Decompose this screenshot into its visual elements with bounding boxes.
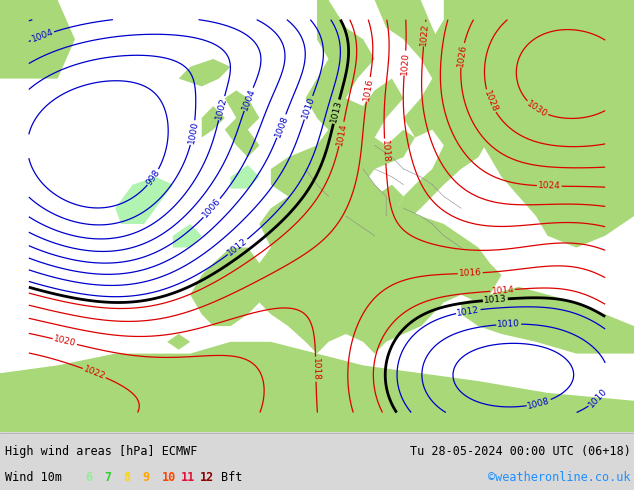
Polygon shape [190,247,271,326]
Text: 12: 12 [200,471,214,484]
Text: 998: 998 [145,168,162,187]
Text: 1030: 1030 [525,99,549,119]
Text: 1013: 1013 [484,294,507,305]
Text: 1024: 1024 [538,181,560,191]
Polygon shape [306,0,415,224]
Polygon shape [461,287,634,354]
Text: 1016: 1016 [458,269,482,278]
Text: 1020: 1020 [53,335,77,348]
Text: Bft: Bft [221,471,242,484]
Text: 1020: 1020 [399,51,410,74]
Text: 1016: 1016 [362,77,375,101]
Text: 1010: 1010 [587,387,609,410]
Text: 9: 9 [143,471,150,484]
Text: 8: 8 [124,471,131,484]
Text: 1004: 1004 [30,27,55,44]
Polygon shape [225,90,259,157]
Polygon shape [167,334,190,350]
Polygon shape [173,224,202,247]
Text: 1018: 1018 [380,139,390,163]
Text: Tu 28-05-2024 00:00 UTC (06+18): Tu 28-05-2024 00:00 UTC (06+18) [410,445,631,458]
Text: 1010: 1010 [497,319,521,329]
Text: 1006: 1006 [201,196,223,220]
Text: 6: 6 [86,471,93,484]
Text: Wind 10m: Wind 10m [5,471,62,484]
Text: 1010: 1010 [301,96,316,120]
Polygon shape [202,106,225,138]
Text: 1012: 1012 [226,236,249,258]
Text: 1028: 1028 [482,89,499,113]
Polygon shape [317,236,363,314]
Text: 1022: 1022 [82,365,107,381]
Polygon shape [392,287,432,326]
Polygon shape [0,342,634,432]
Polygon shape [248,106,501,354]
Text: 10: 10 [162,471,176,484]
Text: 1014: 1014 [335,122,348,146]
Polygon shape [375,0,490,224]
Text: 1022: 1022 [419,23,430,46]
Polygon shape [115,177,173,224]
Polygon shape [432,0,634,247]
Text: ©weatheronline.co.uk: ©weatheronline.co.uk [488,471,631,484]
Text: 1012: 1012 [456,305,481,318]
Text: 1018: 1018 [311,358,321,381]
Text: 1014: 1014 [491,285,514,295]
Text: 1013: 1013 [329,99,344,124]
Text: 1008: 1008 [527,396,551,411]
Text: 1008: 1008 [273,114,290,139]
Polygon shape [179,59,231,86]
Text: 1002: 1002 [214,96,229,121]
Text: High wind areas [hPa] ECMWF: High wind areas [hPa] ECMWF [5,445,197,458]
Text: 7: 7 [105,471,112,484]
Text: 1004: 1004 [240,87,257,112]
Polygon shape [231,165,259,189]
Text: 1000: 1000 [186,121,200,145]
Polygon shape [0,0,75,78]
Text: 11: 11 [181,471,195,484]
Text: 1026: 1026 [456,43,468,67]
